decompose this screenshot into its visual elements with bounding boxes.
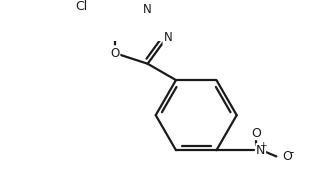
Text: O: O xyxy=(251,127,261,140)
Text: -: - xyxy=(290,146,294,159)
Text: O: O xyxy=(110,46,119,60)
Text: N: N xyxy=(164,31,172,44)
Text: Cl: Cl xyxy=(75,0,87,12)
Text: N: N xyxy=(256,144,266,157)
Text: N: N xyxy=(143,3,152,16)
Text: +: + xyxy=(259,141,267,150)
Text: O: O xyxy=(282,150,292,163)
